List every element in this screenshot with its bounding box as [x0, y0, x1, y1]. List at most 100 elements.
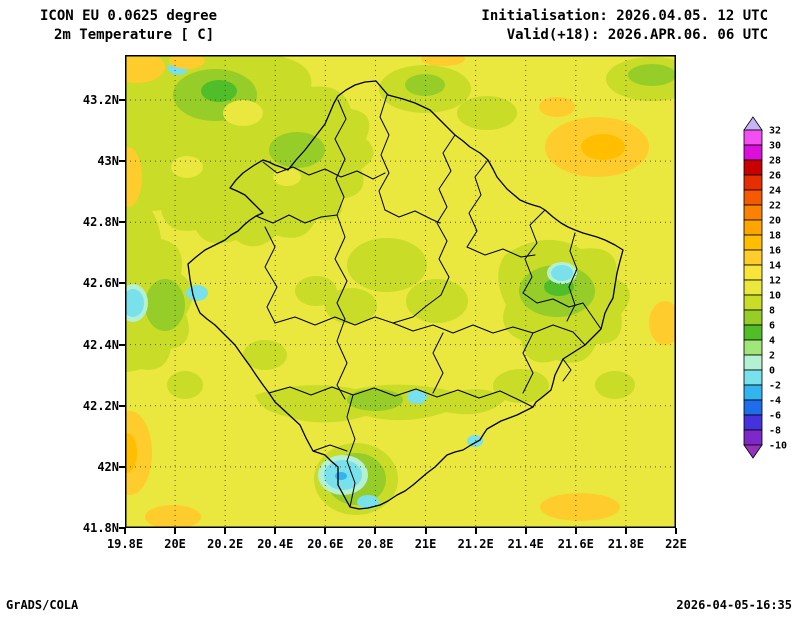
colorbar-tick-label: 24 [769, 186, 781, 197]
x-axis-tick-label: 19.8E [106, 537, 144, 551]
y-axis-tick-label: 42N [97, 459, 119, 474]
colorbar-segment [743, 354, 763, 371]
colorbar-segment [743, 219, 763, 236]
colorbar-tick-label: 16 [769, 246, 781, 257]
y-axis-tick [119, 527, 125, 529]
colorbar-segment [743, 399, 763, 416]
colorbar-tick-label: 6 [769, 321, 775, 332]
colorbar-tick-label: -6 [769, 411, 781, 422]
x-axis-tick-label: 21E [414, 537, 437, 551]
colorbar-tick-label: 0 [769, 366, 775, 377]
colorbar-segment [743, 189, 763, 206]
x-axis-tick-label: 21.6E [557, 537, 594, 551]
colorbar-arrow-top [743, 116, 763, 131]
kosovo-outline [187, 80, 624, 510]
y-axis-tick [119, 404, 125, 407]
colorbar-segment [743, 129, 763, 146]
colorbar-tick-label: -4 [769, 396, 781, 407]
temperature-field [108, 51, 698, 529]
colorbar-tick-label: 8 [769, 306, 775, 317]
colorbar-segment [743, 384, 763, 401]
colorbar-tick-label: 20 [769, 216, 781, 227]
colorbar-tick-label: 32 [769, 126, 781, 137]
colorbar-segment [743, 429, 763, 446]
colorbar-segment [743, 414, 763, 431]
colorbar-tick-label: 12 [769, 276, 781, 287]
y-axis-tick [119, 282, 125, 285]
colorbar-segment [743, 144, 763, 161]
map-plot [108, 51, 698, 529]
x-axis-tick-label: 21.8E [607, 537, 644, 551]
y-axis-tick-label: 42.6N [82, 276, 119, 291]
x-axis-tick-label: 20.6E [307, 537, 344, 551]
x-axis-tick-label: 22E [665, 537, 687, 551]
colorbar-segment [743, 159, 763, 176]
colorbar-tick-label: 18 [769, 231, 781, 242]
x-axis-tick [424, 528, 427, 534]
y-axis-tick-label: 42.8N [82, 215, 119, 230]
x-axis-tick-label: 20.8E [357, 537, 394, 551]
colorbar-segment [743, 324, 763, 341]
y-axis-tick [119, 465, 125, 468]
x-axis-tick [374, 528, 377, 534]
colorbar-tick-label: -10 [769, 441, 787, 452]
y-axis-tick [119, 221, 125, 224]
x-axis-tick-label: 20E [164, 537, 186, 551]
colorbar-segment [743, 309, 763, 326]
colorbar-arrow-bottom [743, 444, 763, 459]
colorbar-segment [743, 294, 763, 311]
colorbar-segment [743, 339, 763, 356]
valid-time: Valid(+18): 2026.APR.06. 06 UTC [506, 27, 768, 43]
municipality-borders [187, 80, 624, 510]
colorbar-segment [743, 264, 763, 281]
colorbar-tick-label: 30 [769, 141, 781, 152]
y-axis-tick-label: 43.2N [82, 93, 119, 107]
colorbar-tick-label: 4 [769, 336, 775, 347]
x-axis-tick [274, 528, 277, 534]
y-axis-tick-label: 41.8N [82, 521, 119, 535]
colorbar-tick-label: 26 [769, 171, 781, 182]
colorbar-tick-label: -8 [769, 426, 781, 437]
x-axis-tick-label: 21.4E [507, 537, 544, 551]
x-axis-tick [174, 528, 177, 534]
grads-credit: GrADS/COLA [6, 598, 79, 612]
plot-frame [125, 55, 676, 528]
x-axis-tick [124, 528, 126, 534]
x-axis-tick-label: 20.4E [257, 537, 294, 551]
colorbar-segment [743, 204, 763, 221]
x-axis-tick [624, 528, 627, 534]
creation-timestamp: 2026-04-05-16:35 [676, 598, 792, 612]
x-axis-tick-label: 21.2E [457, 537, 494, 551]
y-axis-tick [119, 343, 125, 346]
y-axis-tick-label: 42.2N [82, 398, 119, 413]
colorbar-segment [743, 234, 763, 251]
colorbar-segment [743, 174, 763, 191]
field-title: 2m Temperature [ C] [54, 27, 215, 43]
colorbar-segment [743, 249, 763, 266]
initialisation-time: Initialisation: 2026.04.05. 12 UTC [481, 8, 768, 24]
grid-lines [125, 55, 676, 528]
colorbar-segment [743, 369, 763, 386]
colorbar-segment [743, 279, 763, 296]
x-axis-tick [324, 528, 327, 534]
map-svg [108, 51, 698, 529]
colorbar-tick-label: 10 [769, 291, 781, 302]
colorbar-tick-label: -2 [769, 381, 781, 392]
x-axis-tick [524, 528, 527, 534]
y-axis-tick [119, 160, 125, 163]
colorbar-tick-label: 28 [769, 156, 781, 167]
x-axis-tick [474, 528, 477, 534]
x-axis-tick [574, 528, 577, 534]
y-axis-tick-label: 42.4N [82, 337, 119, 352]
x-axis-tick-label: 20.2E [207, 537, 244, 551]
colorbar-tick-label: 2 [769, 351, 775, 362]
x-axis-tick [224, 528, 227, 534]
model-title: ICON EU 0.0625 degree [40, 8, 218, 24]
y-axis-tick-label: 43N [97, 154, 119, 169]
x-axis-tick [675, 528, 677, 534]
y-axis-tick [119, 99, 125, 101]
colorbar-tick-label: 22 [769, 201, 781, 212]
colorbar-tick-label: 14 [769, 261, 781, 272]
